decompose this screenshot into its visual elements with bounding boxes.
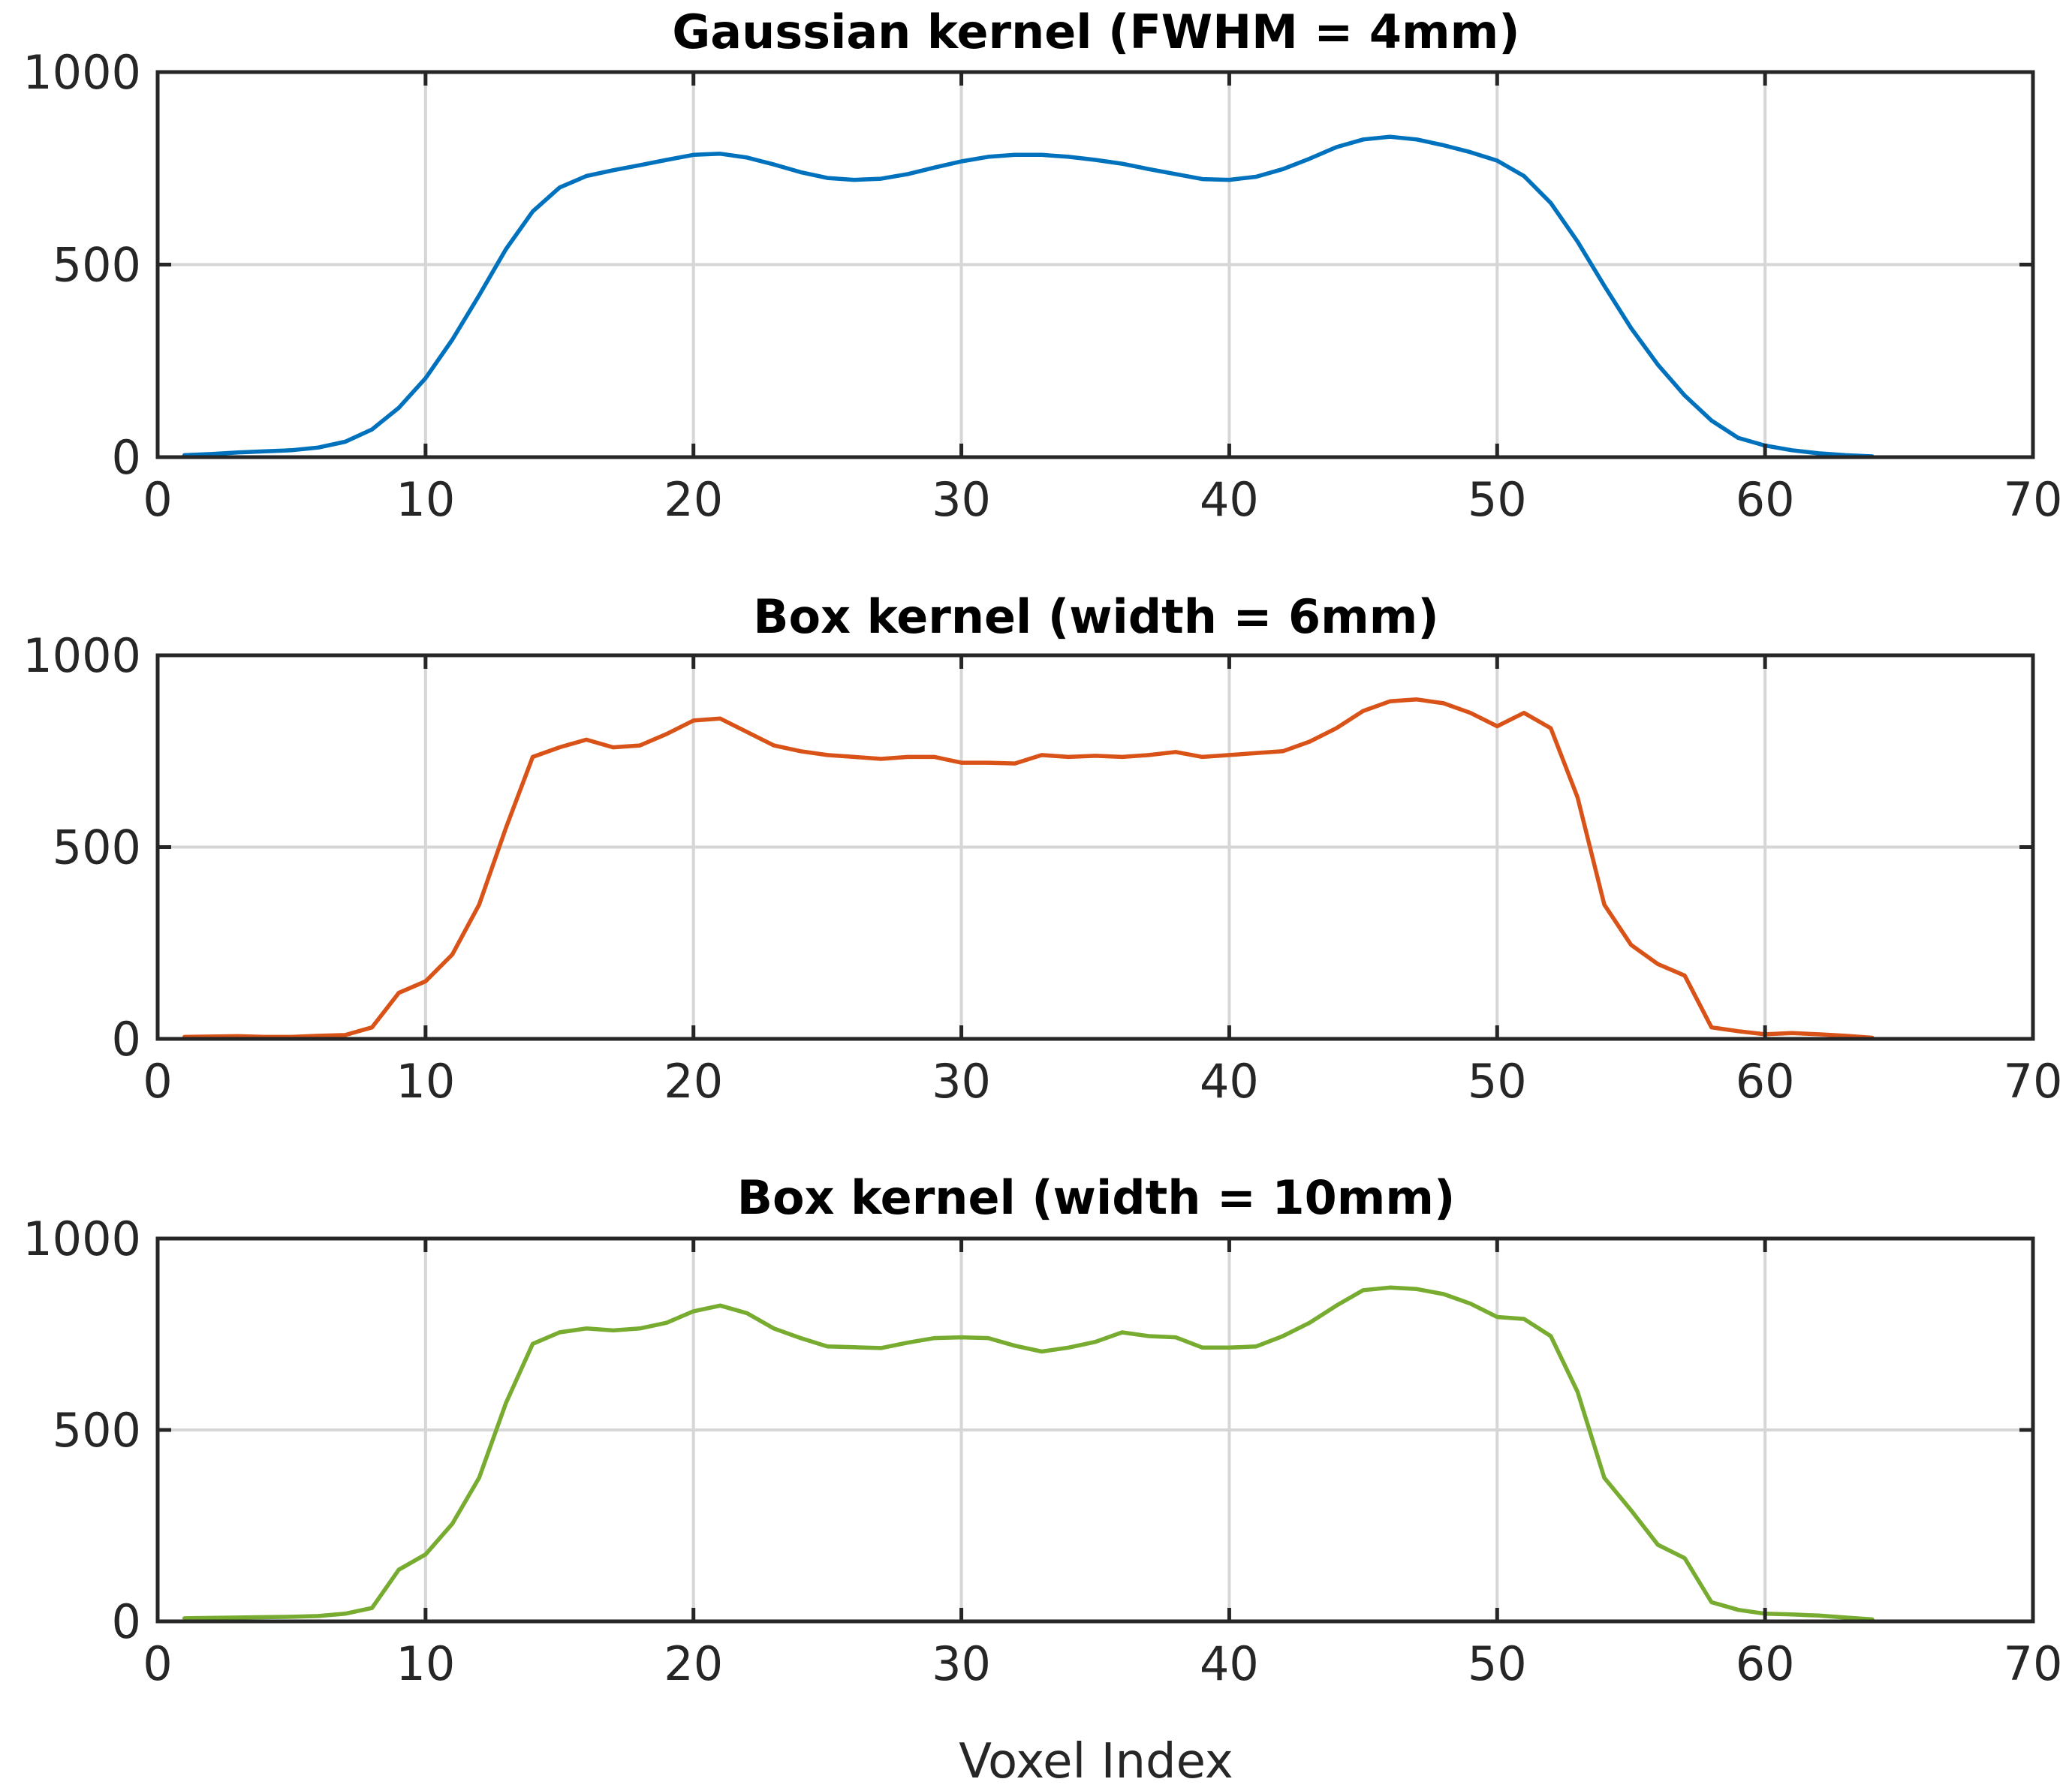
x-tick-label: 40 bbox=[1200, 1054, 1259, 1109]
x-tick-label: 20 bbox=[664, 1636, 723, 1691]
gaussian-kernel-panel: Gaussian kernel (FWHM = 4mm) 0 10 20 30 40 50… bbox=[23, 5, 2062, 527]
x-tick-label: 40 bbox=[1200, 472, 1259, 527]
x-tick-label: 10 bbox=[396, 1054, 455, 1109]
x-tick-label: 70 bbox=[2004, 1636, 2063, 1691]
x-tick-label: 20 bbox=[664, 1054, 723, 1109]
panel-title: Gaussian kernel (FWHM = 4mm) bbox=[672, 5, 1519, 59]
panel-title: Box kernel (width = 6mm) bbox=[753, 589, 1438, 644]
y-tick-label: 1000 bbox=[23, 628, 141, 683]
y-tick-label: 500 bbox=[53, 238, 141, 293]
y-tick-label: 500 bbox=[53, 820, 141, 875]
x-tick-label: 10 bbox=[396, 1636, 455, 1691]
x-tick-label: 50 bbox=[1468, 1636, 1527, 1691]
y-tick-label: 0 bbox=[112, 430, 141, 485]
x-tick-label: 60 bbox=[1736, 472, 1795, 527]
series-line bbox=[182, 134, 1875, 459]
x-tick-label: 0 bbox=[143, 1054, 172, 1109]
x-tick-label: 0 bbox=[143, 472, 172, 527]
x-tick-label: 30 bbox=[932, 1636, 991, 1691]
x-tick-label: 50 bbox=[1468, 472, 1527, 527]
x-tick-label: 70 bbox=[2004, 1054, 2063, 1109]
x-tick-label: 60 bbox=[1736, 1054, 1795, 1109]
panel-title: Box kernel (width = 10mm) bbox=[737, 1170, 1456, 1225]
box-kernel-10mm-panel: Box kernel (width = 10mm) Voxel Index 0 1… bbox=[23, 1170, 2062, 1788]
x-tick-label: 10 bbox=[396, 472, 455, 527]
x-tick-label: 60 bbox=[1736, 1636, 1795, 1691]
x-tick-label: 40 bbox=[1200, 1636, 1259, 1691]
x-tick-label: 70 bbox=[2004, 472, 2063, 527]
x-axis-label: Voxel Index bbox=[959, 1734, 1233, 1788]
x-tick-label: 0 bbox=[143, 1636, 172, 1691]
y-tick-label: 0 bbox=[112, 1594, 141, 1649]
y-tick-label: 1000 bbox=[23, 1212, 141, 1266]
series-line bbox=[182, 1285, 1875, 1622]
x-tick-label: 20 bbox=[664, 472, 723, 527]
x-tick-label: 50 bbox=[1468, 1054, 1527, 1109]
y-tick-label: 500 bbox=[53, 1403, 141, 1458]
box-kernel-6mm-panel: Box kernel (width = 6mm) 0 10 20 30 40 50 60 70… bbox=[23, 589, 2062, 1109]
x-tick-label: 30 bbox=[932, 472, 991, 527]
y-tick-label: 1000 bbox=[23, 45, 141, 100]
series-line bbox=[182, 697, 1875, 1040]
x-tick-label: 30 bbox=[932, 1054, 991, 1109]
y-tick-label: 0 bbox=[112, 1012, 141, 1067]
